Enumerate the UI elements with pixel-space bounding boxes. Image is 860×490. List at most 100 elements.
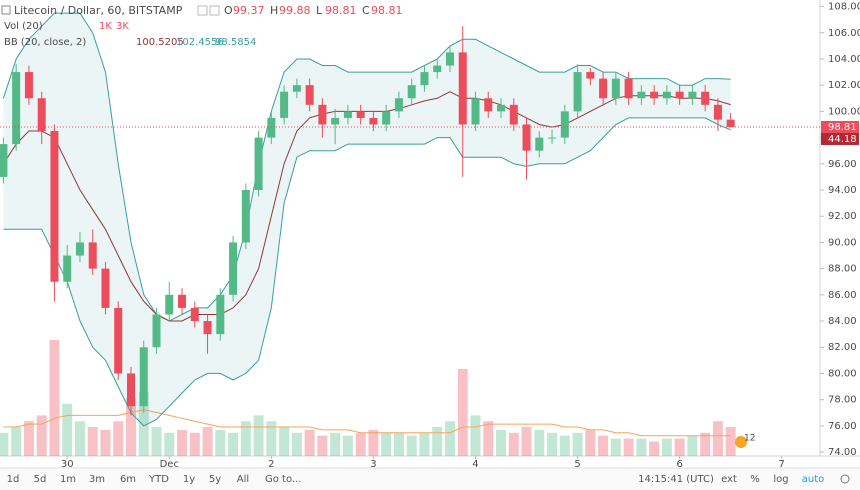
icon[interactable] <box>197 5 208 16</box>
candle-body <box>611 78 620 99</box>
volume-bar <box>432 427 443 456</box>
volume-bar <box>330 432 341 456</box>
candle-body <box>560 111 569 138</box>
secondary-price-label: 44.18 <box>828 134 857 145</box>
volume-bar <box>572 432 583 456</box>
volume-bar <box>610 438 621 456</box>
candle-body <box>458 52 467 125</box>
y-tick-label: 100.00 <box>828 106 860 117</box>
volume-legend-value: 1K <box>99 21 112 32</box>
candle-body <box>101 268 110 308</box>
ohlc-value: 99.88 <box>279 4 311 17</box>
band-fill <box>3 13 731 426</box>
range-button[interactable]: 5d <box>34 474 47 485</box>
volume-bar <box>23 421 34 456</box>
candle-body <box>484 98 493 112</box>
volume-bar <box>189 432 200 456</box>
volume-bar <box>215 429 226 456</box>
candle-body <box>190 307 199 322</box>
badge-label: 12 <box>744 434 755 444</box>
option-button[interactable]: % <box>750 474 760 485</box>
volume-bar <box>228 432 239 456</box>
option-button[interactable]: log <box>773 474 788 485</box>
badge[interactable] <box>735 436 747 448</box>
y-tick-label: 82.00 <box>828 342 857 353</box>
volume-bar <box>342 435 353 456</box>
x-tick-label: 4 <box>472 459 478 470</box>
volume-bar <box>700 432 711 456</box>
volume-bar <box>74 421 85 456</box>
y-tick-label: 84.00 <box>828 316 857 327</box>
candle-body <box>88 242 97 269</box>
volume-bar <box>202 427 213 456</box>
candle-body <box>37 98 46 132</box>
volume-ma-line <box>3 409 731 437</box>
range-button[interactable]: YTD <box>148 474 169 485</box>
candle-body <box>471 98 480 125</box>
volume-bar <box>151 427 162 456</box>
volume-bar <box>623 438 634 456</box>
volume-bar <box>393 432 404 456</box>
range-button[interactable]: 3m <box>89 474 105 485</box>
candle-body <box>63 255 72 282</box>
volume-bar <box>49 340 60 456</box>
candle-body <box>12 72 21 145</box>
option-button[interactable]: auto <box>802 474 825 485</box>
volume-bar <box>62 403 73 456</box>
volume-bar <box>87 427 98 456</box>
collapse-icon[interactable] <box>1 5 11 15</box>
volume-bar <box>0 432 9 456</box>
range-button[interactable]: 1d <box>7 474 20 485</box>
range-button[interactable]: 1y <box>183 474 195 485</box>
candle-body <box>445 52 454 66</box>
volume-bar <box>177 429 188 456</box>
toolbar-items: 1d 5d 1m 3m 6m YTD 1y 5y All Go to... 14:15:41 (UT… <box>7 474 850 485</box>
bb-upper-value: 102.4556 <box>176 37 224 48</box>
candle-body <box>497 104 506 112</box>
range-button[interactable]: 1m <box>60 474 76 485</box>
candle-body <box>650 91 659 99</box>
volume-bar <box>470 415 481 456</box>
volume-bar <box>521 427 532 456</box>
volume-bar <box>674 438 685 456</box>
candle-body <box>331 117 340 125</box>
settings-button[interactable] <box>840 474 850 484</box>
icon[interactable] <box>209 5 220 16</box>
candle-body <box>292 85 301 92</box>
range-button[interactable]: 6m <box>120 474 136 485</box>
candle-body <box>573 72 582 112</box>
bb-middle-value: 100.5205 <box>136 37 184 48</box>
y-tick-label: 80.00 <box>828 368 857 379</box>
volume-bar <box>483 421 494 456</box>
volume-bar <box>547 432 558 456</box>
volume-bar <box>712 421 723 456</box>
volume-bar <box>381 432 392 456</box>
y-tick-label: 102.00 <box>828 80 860 91</box>
volume-bar <box>368 429 379 456</box>
volume-bar <box>636 438 647 456</box>
range-button[interactable]: 5y <box>209 474 221 485</box>
range-button[interactable]: All <box>237 474 249 485</box>
option-button[interactable]: ext <box>721 474 737 485</box>
x-tick-label: 6 <box>676 459 682 470</box>
y-tick-label: 74.00 <box>828 447 857 458</box>
candle-body <box>662 91 671 99</box>
y-tick-label: 88.00 <box>828 264 857 275</box>
y-tick-label: 106.00 <box>828 28 860 39</box>
candle-body <box>599 78 608 99</box>
candle-body <box>318 104 327 125</box>
x-tick-label: Dec <box>160 459 179 470</box>
volume-bar <box>138 392 149 456</box>
bb-lower-line <box>3 117 731 427</box>
volume-bar <box>419 432 430 456</box>
candle-body <box>75 242 84 256</box>
volume-bar <box>457 369 468 456</box>
volume-bar <box>100 429 111 456</box>
volume-bar <box>240 421 251 456</box>
volume-bar <box>598 435 609 456</box>
x-tick-label: 2 <box>268 459 274 470</box>
candle-body <box>726 119 735 127</box>
goto-button[interactable]: Go to... <box>265 474 301 485</box>
volume-bar <box>113 421 124 456</box>
